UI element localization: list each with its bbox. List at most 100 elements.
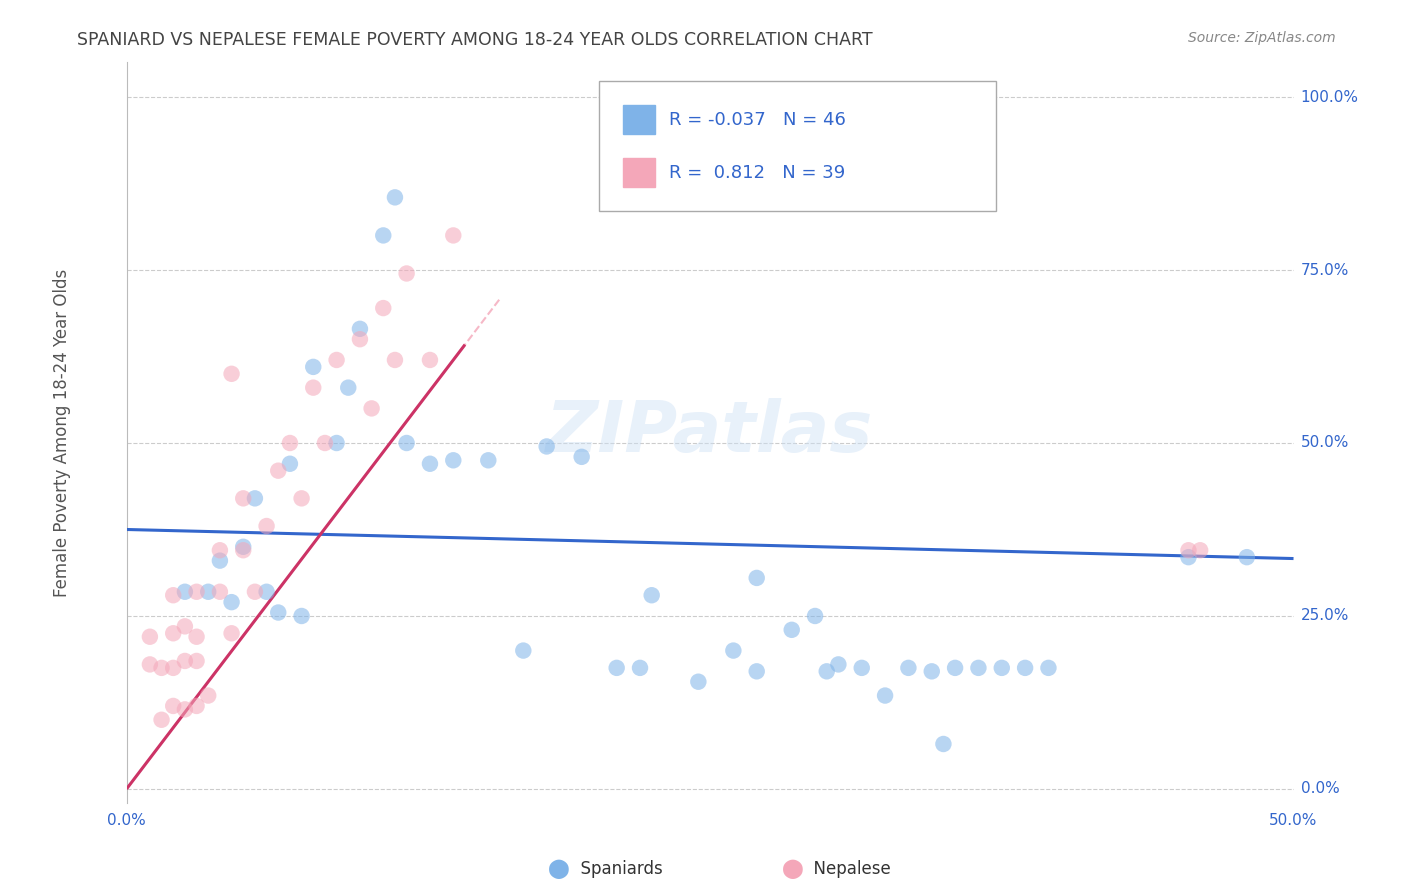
Point [232,540,254,554]
Bar [623,158,655,186]
Point [419,457,441,471]
Text: 100.0%: 100.0% [1301,89,1358,104]
Point [1038,661,1060,675]
Point [139,657,162,672]
Text: ZIPatlas: ZIPatlas [547,398,873,467]
Point [243,491,266,506]
Text: Female Poverty Among 18-24 Year Olds: Female Poverty Among 18-24 Year Olds [53,268,72,597]
Point [162,698,184,713]
Point [174,619,197,633]
Text: Nepalese: Nepalese [803,861,891,879]
Point [278,436,301,450]
Point [221,367,243,381]
Point [745,665,768,679]
Point [349,332,371,346]
Text: SPANIARD VS NEPALESE FEMALE POVERTY AMONG 18-24 YEAR OLDS CORRELATION CHART: SPANIARD VS NEPALESE FEMALE POVERTY AMON… [77,31,873,49]
Point [221,626,243,640]
Point [174,654,197,668]
Point [1014,661,1036,675]
Text: ⬤: ⬤ [782,860,803,880]
Point [186,698,208,713]
Point [384,190,406,204]
Point [256,584,278,599]
Point [745,571,768,585]
Point [441,228,464,243]
Text: Spaniards: Spaniards [569,861,662,879]
Point [990,661,1012,675]
Point [477,453,499,467]
Point [302,381,325,395]
Point [373,301,395,315]
Point [395,436,418,450]
Point [967,661,990,675]
Point [256,519,278,533]
Point [150,661,173,675]
Text: R =  0.812   N = 39: R = 0.812 N = 39 [669,163,845,182]
Point [208,584,231,599]
Point [314,436,336,450]
Point [1177,550,1199,565]
Point [139,630,162,644]
Point [174,584,197,599]
Point [325,436,347,450]
Point [325,353,347,368]
Point [932,737,955,751]
Point [628,661,651,675]
Point [395,267,418,281]
Point [302,359,325,374]
Point [1189,543,1212,558]
Point [1236,550,1258,565]
Point [232,491,254,506]
Point [1177,543,1199,558]
Point [150,713,173,727]
Point [641,588,664,602]
Point [419,353,441,368]
Point [921,665,943,679]
Point [267,464,290,478]
Point [688,674,710,689]
Point [815,665,838,679]
Point [186,630,208,644]
Point [208,543,231,558]
Bar [623,105,655,134]
Point [441,453,464,467]
Point [267,606,290,620]
Point [232,543,254,558]
Text: 25.0%: 25.0% [1301,608,1348,624]
Point [606,661,628,675]
Point [384,353,406,368]
Point [221,595,243,609]
Point [162,661,184,675]
FancyBboxPatch shape [599,81,995,211]
Text: Source: ZipAtlas.com: Source: ZipAtlas.com [1188,31,1336,45]
Point [278,457,301,471]
Point [723,643,745,657]
Point [349,322,371,336]
Point [208,554,231,568]
Point [827,657,849,672]
Point [875,689,897,703]
Point [897,661,920,675]
Point [360,401,382,416]
Point [243,584,266,599]
Text: 0.0%: 0.0% [1301,781,1340,797]
Point [162,626,184,640]
Point [162,588,184,602]
Point [290,609,312,624]
Point [186,584,208,599]
Text: 50.0%: 50.0% [1301,435,1348,450]
Point [943,661,966,675]
Point [290,491,312,506]
Point [804,609,827,624]
Point [186,654,208,668]
Point [197,584,219,599]
Point [571,450,593,464]
Point [851,661,873,675]
Point [780,623,803,637]
Point [197,689,219,703]
Point [174,702,197,716]
Point [337,381,360,395]
Point [536,440,558,454]
Text: R = -0.037   N = 46: R = -0.037 N = 46 [669,111,846,129]
Text: 75.0%: 75.0% [1301,262,1348,277]
